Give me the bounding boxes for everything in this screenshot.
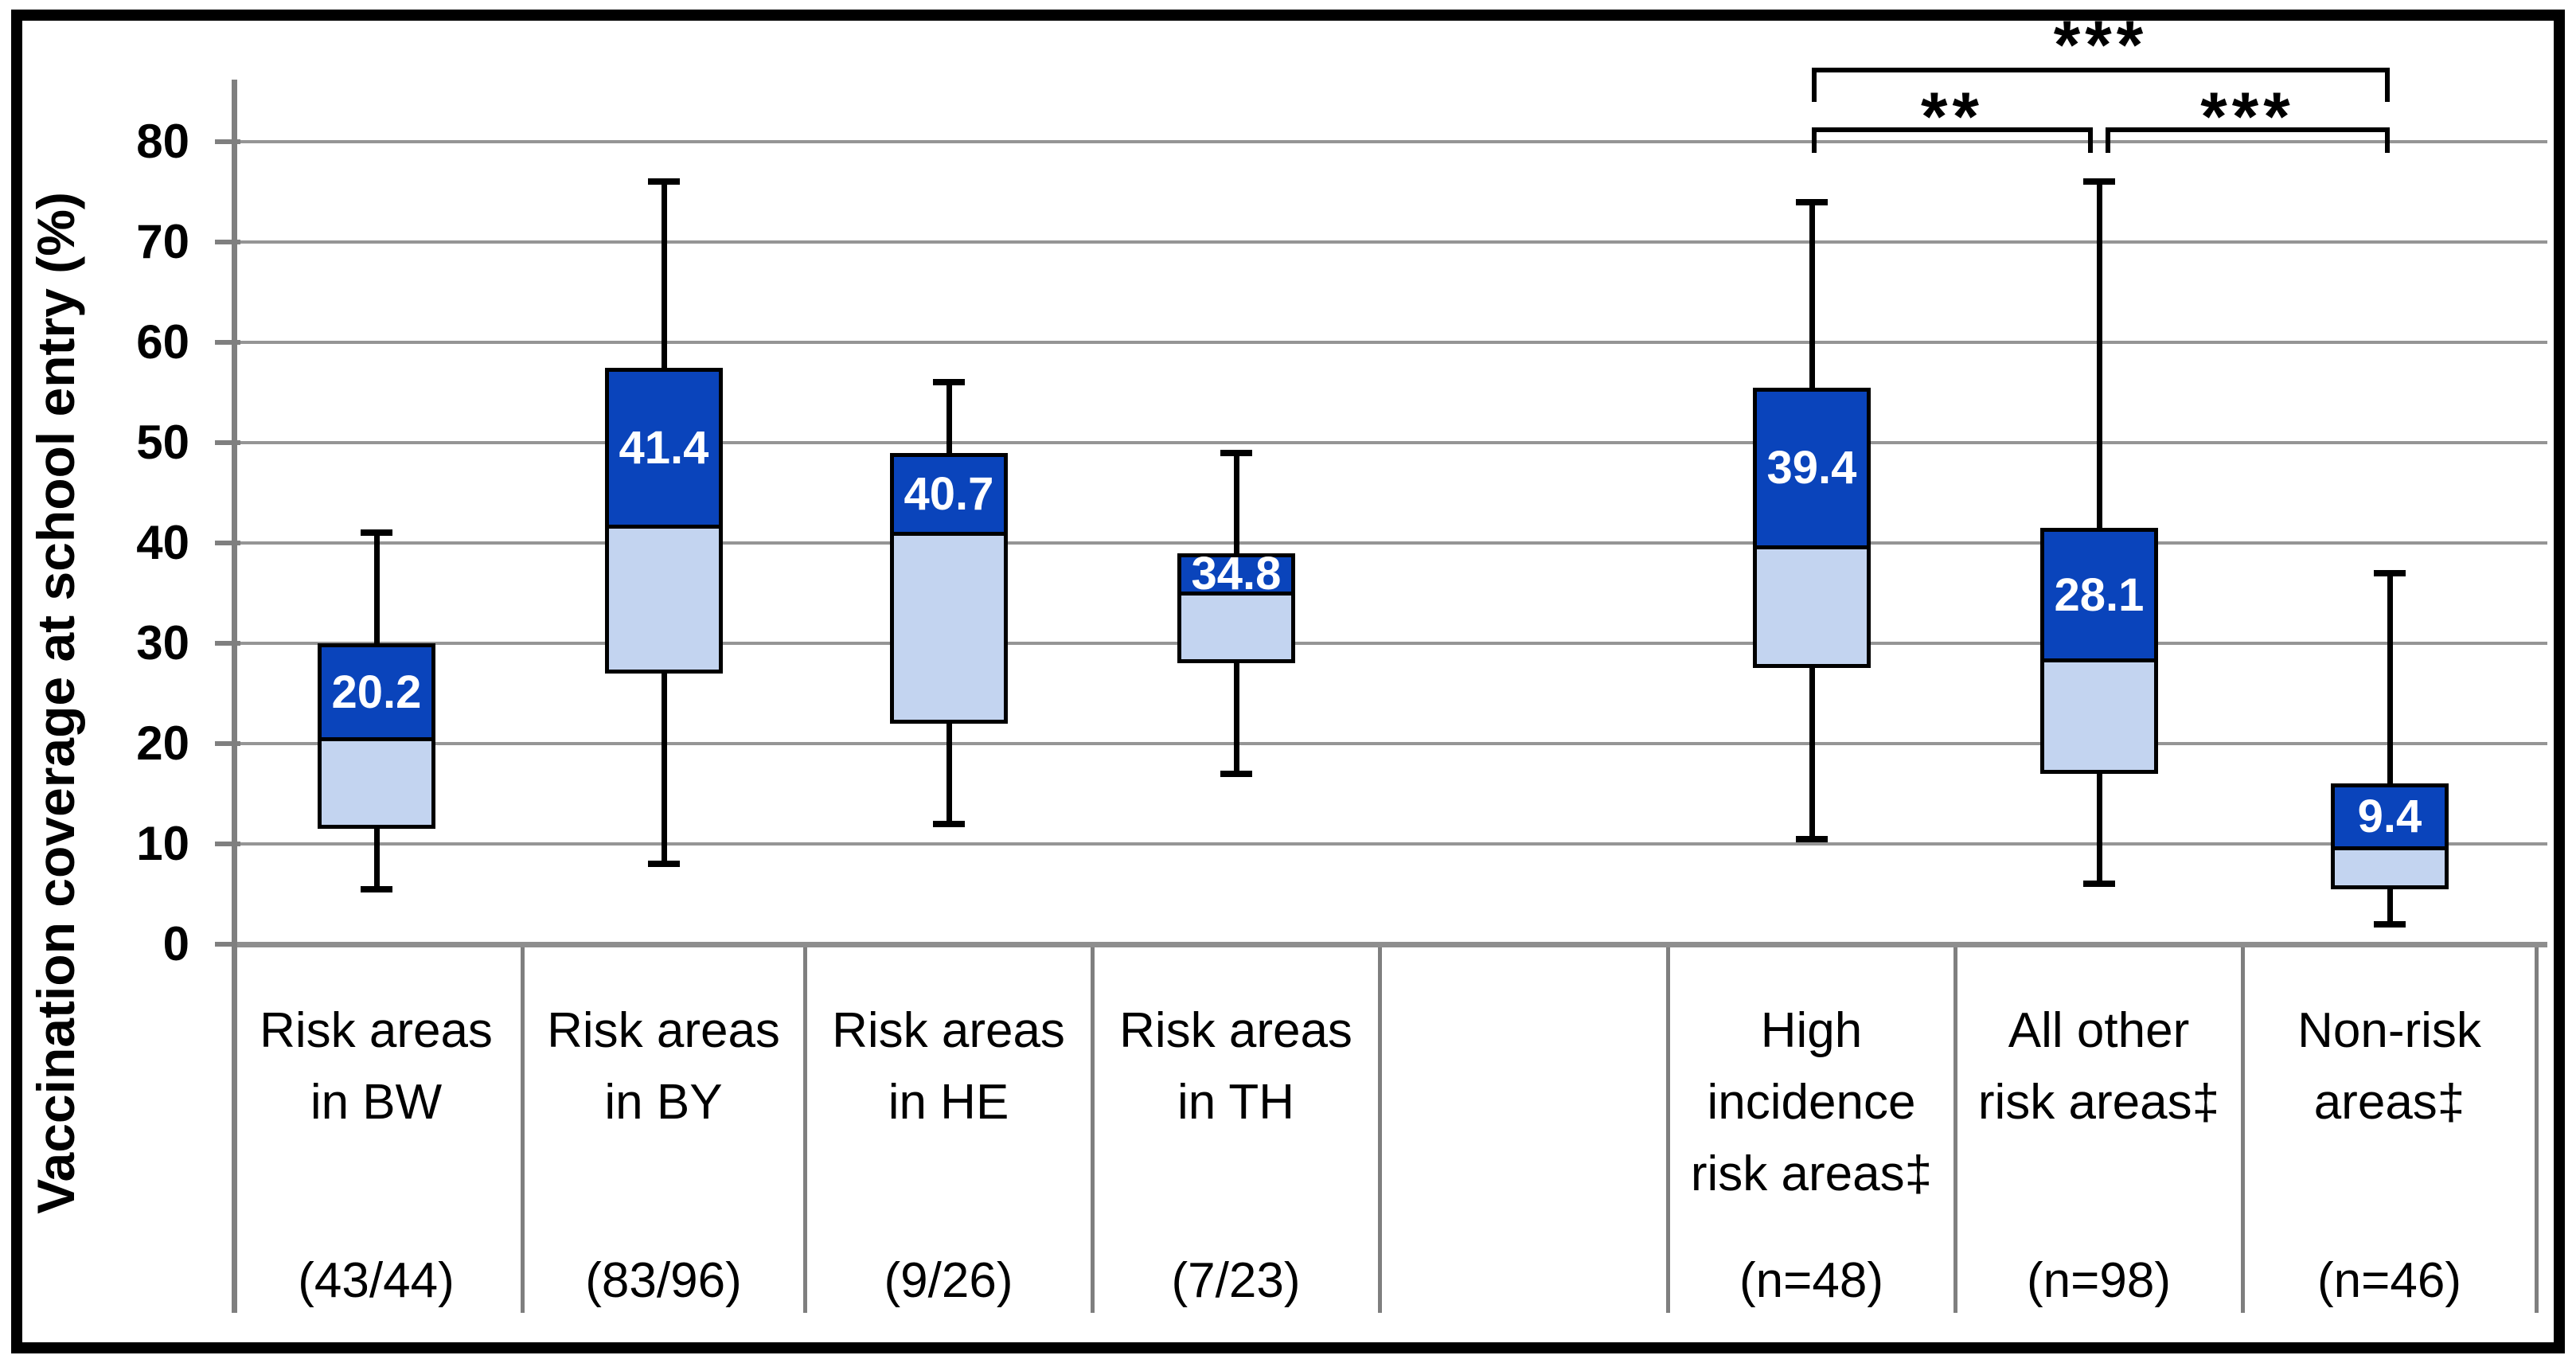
y-tick-80 — [215, 139, 240, 144]
y-tick-label-20: 20 — [136, 717, 189, 770]
box-7: 9.4 — [2331, 783, 2449, 889]
box-upper-quartile-5: 39.4 — [1757, 391, 1867, 549]
y-tick-70 — [215, 240, 240, 244]
y-tick-50 — [215, 440, 240, 445]
gridline-70 — [234, 240, 2547, 244]
category-label-2: Risk areas in HE — [832, 1003, 1065, 1130]
median-value-label-1: 41.4 — [619, 421, 709, 474]
whisker-cap-bottom-6 — [2083, 881, 2115, 888]
category-label-6: All other risk areas‡ — [1977, 1003, 2220, 1130]
y-tick-label-80: 80 — [136, 115, 189, 168]
category-count-7: (n=46) — [2317, 1253, 2461, 1308]
y-tick-10 — [215, 842, 240, 846]
y-tick-label-70: 70 — [136, 215, 189, 268]
gridline-10 — [234, 842, 2547, 846]
gridline-50 — [234, 441, 2547, 444]
category-label-5: High incidence risk areas‡ — [1690, 1003, 1933, 1201]
box-upper-quartile-2: 40.7 — [894, 456, 1004, 537]
significance-label-2: *** — [2200, 79, 2295, 155]
category-separator-7 — [2241, 947, 2245, 1313]
category-count-0: (43/44) — [298, 1253, 455, 1308]
whisker-cap-top-5 — [1796, 198, 1828, 205]
category-label-7: Non-risk areas‡ — [2297, 1003, 2481, 1130]
box-5: 39.4 — [1753, 387, 1871, 669]
whisker-cap-bottom-1 — [648, 861, 680, 868]
whisker-line-7 — [2387, 572, 2393, 924]
median-value-label-6: 28.1 — [2054, 568, 2145, 621]
box-2: 40.7 — [890, 452, 1008, 724]
gridline-60 — [234, 341, 2547, 344]
category-separator-2 — [803, 947, 807, 1313]
whisker-cap-bottom-5 — [1796, 835, 1828, 842]
box-upper-quartile-0: 20.2 — [322, 647, 431, 742]
gridline-20 — [234, 742, 2547, 745]
significance-label-0: *** — [2053, 7, 2149, 84]
box-0: 20.2 — [318, 643, 435, 830]
whisker-cap-top-7 — [2374, 569, 2406, 576]
y-tick-label-10: 10 — [136, 817, 189, 870]
box-6: 28.1 — [2040, 528, 2158, 774]
y-tick-label-40: 40 — [136, 516, 189, 569]
category-separator-1 — [521, 947, 525, 1313]
category-count-6: (n=98) — [2027, 1253, 2171, 1308]
y-tick-20 — [215, 741, 240, 746]
median-value-label-0: 20.2 — [331, 666, 422, 718]
whisker-cap-top-3 — [1220, 449, 1252, 456]
y-tick-label-60: 60 — [136, 315, 189, 369]
whisker-cap-top-2 — [933, 379, 965, 386]
y-tick-60 — [215, 340, 240, 345]
box-3: 34.8 — [1177, 551, 1295, 664]
gridline-80 — [234, 140, 2547, 143]
box-upper-quartile-7: 9.4 — [2335, 787, 2445, 850]
category-label-1: Risk areas in BY — [547, 1003, 780, 1130]
chart-frame — [11, 10, 2565, 1353]
significance-bracket-1 — [1812, 127, 2093, 153]
category-label-3: Risk areas in TH — [1119, 1003, 1352, 1130]
y-tick-0 — [215, 942, 240, 947]
category-label-0: Risk areas in BW — [260, 1003, 493, 1130]
y-tick-30 — [215, 641, 240, 646]
category-separator-6 — [1953, 947, 1957, 1313]
box-upper-quartile-1: 41.4 — [609, 371, 719, 529]
y-axis-line — [232, 80, 237, 1313]
median-value-label-2: 40.7 — [904, 467, 994, 520]
gridline-40 — [234, 541, 2547, 545]
category-count-3: (7/23) — [1171, 1253, 1301, 1308]
category-separator-4 — [1378, 947, 1382, 1313]
whisker-cap-top-6 — [2083, 178, 2115, 186]
y-axis-title: Vaccination coverage at school entry (%) — [26, 192, 85, 1214]
y-tick-40 — [215, 541, 240, 545]
median-value-label-7: 9.4 — [2357, 790, 2422, 842]
whisker-cap-bottom-3 — [1220, 770, 1252, 777]
whisker-cap-bottom-2 — [933, 820, 965, 827]
y-tick-label-50: 50 — [136, 416, 189, 469]
box-1: 41.4 — [605, 367, 723, 674]
significance-bracket-2 — [2106, 127, 2390, 153]
category-separator-5 — [1666, 947, 1670, 1313]
significance-bracket-0 — [1812, 68, 2390, 102]
y-tick-label-30: 30 — [136, 616, 189, 670]
category-count-1: (83/96) — [585, 1253, 742, 1308]
category-count-5: (n=48) — [1739, 1253, 1883, 1308]
category-separator-3 — [1091, 947, 1095, 1313]
box-upper-quartile-3: 34.8 — [1181, 551, 1291, 597]
y-tick-label-0: 0 — [162, 917, 189, 971]
median-value-label-5: 39.4 — [1766, 442, 1857, 494]
whisker-cap-bottom-7 — [2374, 920, 2406, 928]
whisker-cap-top-0 — [361, 529, 392, 537]
box-upper-quartile-6: 28.1 — [2044, 532, 2154, 662]
x-axis-baseline — [234, 942, 2547, 947]
significance-label-1: ** — [1921, 79, 1984, 155]
category-separator-8 — [2535, 947, 2539, 1313]
whisker-cap-bottom-0 — [361, 885, 392, 892]
whisker-cap-top-1 — [648, 178, 680, 186]
gridline-30 — [234, 642, 2547, 645]
category-count-2: (9/26) — [884, 1253, 1013, 1308]
median-value-label-3: 34.8 — [1191, 548, 1282, 600]
